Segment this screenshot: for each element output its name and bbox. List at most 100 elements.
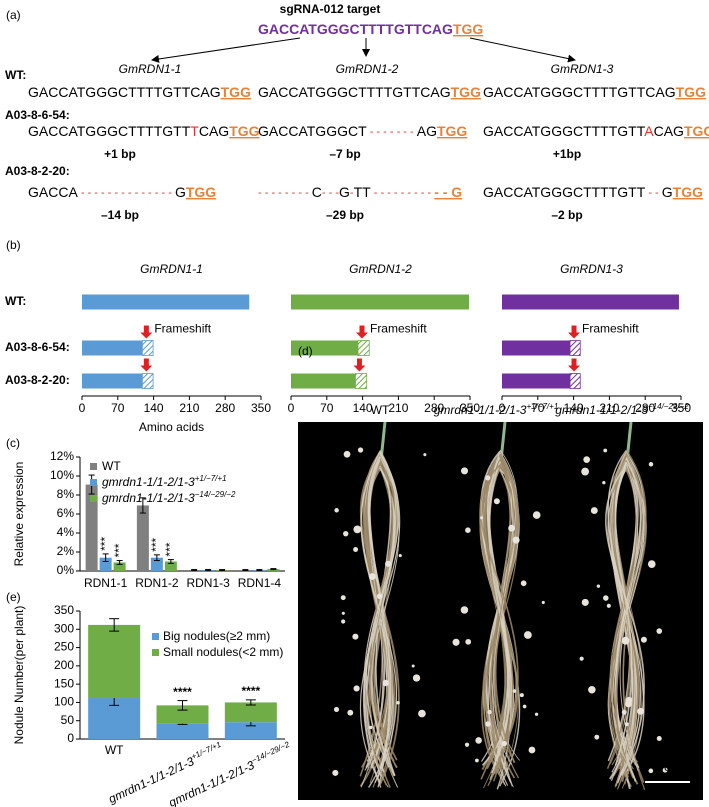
x-tick-label: 350: [251, 401, 271, 415]
nodule: [382, 679, 389, 687]
edit-size: +1bp: [553, 147, 581, 161]
x-tick-label: 70: [111, 401, 125, 415]
y-tick-label: 0: [67, 731, 74, 745]
text-part: gmrdn1-1/1-2/1-3: [102, 491, 195, 505]
superscript: −14/−29/−2: [250, 739, 291, 765]
annotation: Frameshift: [154, 322, 211, 336]
x-tick-label: RDN1-2: [135, 576, 179, 590]
row-label: A03-8-2-20:: [5, 373, 70, 387]
nodule: [602, 481, 606, 485]
row-label: A03-8-2-20:: [5, 164, 70, 178]
bar: [164, 561, 177, 571]
frameshift-bar: [141, 340, 154, 356]
nodule: [508, 524, 516, 532]
nodule: [485, 721, 491, 727]
sequence-seq: GACCATGGGCTTTTGTTCAG: [483, 84, 676, 100]
sequence-del: - - - - - - - - - - - - - -: [78, 187, 175, 199]
gene-name: GmRDN1-1: [119, 62, 182, 76]
sequence-ins: A: [644, 123, 654, 139]
root: [605, 465, 645, 776]
sequence-seq: C: [312, 184, 322, 200]
edit-size: –14 bp: [101, 208, 139, 222]
nodule: [464, 742, 470, 747]
root: [615, 457, 642, 782]
superscript: −14/−29/−2: [195, 490, 236, 499]
nodule: [532, 511, 541, 519]
legend-label: WT: [102, 459, 121, 473]
protein-bar: [502, 294, 679, 310]
significance: ****: [241, 684, 260, 698]
target-sequence: GACCATGGGCTTTTGTTCAGTGG: [258, 21, 483, 37]
legend-swatch: [90, 495, 97, 502]
nodule: [385, 560, 392, 567]
sequence-seq: G: [662, 184, 673, 200]
text-part: gmrdn1-1/1-2/1-3: [434, 403, 527, 417]
x-tick-label: 70: [320, 401, 334, 415]
nodule: [583, 456, 590, 463]
protein-bar: [291, 340, 358, 356]
text-part: gmrdn1-1/1-2/1-3: [102, 475, 195, 489]
nodule: [460, 467, 469, 475]
nodule: [333, 706, 340, 713]
sequence-seq: GACCATGGGCTTTTGTT: [28, 123, 191, 139]
nodule: [534, 712, 539, 716]
x-axis-label: Amino acids: [348, 420, 413, 434]
protein-bar: [82, 373, 143, 389]
significance: ****: [173, 685, 192, 699]
legend-swatch: [152, 649, 159, 656]
nodule: [343, 530, 349, 537]
nodule: [621, 709, 627, 715]
protein-bar: [82, 294, 250, 310]
nodule: [418, 709, 426, 718]
nodule: [512, 536, 520, 544]
protein-name: GmRDN1-3: [560, 262, 623, 276]
bar-segment: [88, 624, 141, 699]
nodule: [528, 746, 536, 754]
frameshift-arrow: [568, 358, 581, 372]
nodule: [581, 598, 589, 606]
nodule: [480, 516, 484, 520]
x-tick-label: 350: [671, 401, 691, 415]
arrow: [151, 37, 301, 63]
y-tick-label: 200: [54, 658, 74, 672]
sequence-pam: TGG: [673, 184, 703, 200]
nodule: [493, 498, 500, 505]
y-axis-label: Relative expression: [12, 462, 26, 567]
nodule: [475, 737, 482, 744]
nodule: [376, 593, 383, 600]
x-tick-label: 0: [288, 401, 295, 415]
root: [612, 461, 644, 777]
y-tick-label: 350: [54, 603, 74, 617]
annotation: Frameshift: [582, 322, 639, 336]
nodule: [656, 628, 663, 634]
x-tick-label: 280: [635, 401, 655, 415]
sequence-line: - - - - - - - - C- - -G-TT - - - - - - -…: [258, 184, 462, 200]
sequence-seq: AG: [417, 123, 437, 139]
x-axis-label: Amino acids: [559, 420, 624, 434]
nodule: [590, 507, 598, 515]
sequence-seq: CAG: [199, 123, 229, 139]
x-tick-label: 210: [179, 401, 199, 415]
sequence-seq: G: [339, 184, 350, 200]
photo-title: gmrdn1-1/1-2/1-3−14/−29/−2: [555, 402, 689, 418]
nodule: [411, 664, 415, 668]
row-label: WT:: [5, 294, 26, 308]
nodule: [621, 636, 630, 645]
scale-bar-label: 2 cm: [654, 760, 680, 774]
pam: TGG: [453, 21, 483, 37]
frameshift-arrow: [140, 325, 153, 339]
y-tick-label: 250: [54, 640, 74, 654]
nodule: [656, 735, 662, 742]
legend-label: Big nodules(≥2 mm): [163, 629, 270, 643]
nodule: [412, 674, 421, 682]
nodule: [353, 685, 360, 692]
gene-name: GmRDN1-3: [551, 62, 614, 76]
bar-segment: [224, 722, 277, 739]
nodule: [340, 595, 346, 601]
row-label: WT:: [5, 68, 26, 82]
sequence-seq: GACCATGGGCTTTTGTT: [483, 123, 646, 139]
nodule: [347, 709, 354, 716]
superscript: −14/−29/−2: [648, 402, 689, 411]
sequence-line: GACCATGGGCTTTTGTTCAGTGG: [28, 84, 251, 100]
nodule: [353, 547, 359, 552]
